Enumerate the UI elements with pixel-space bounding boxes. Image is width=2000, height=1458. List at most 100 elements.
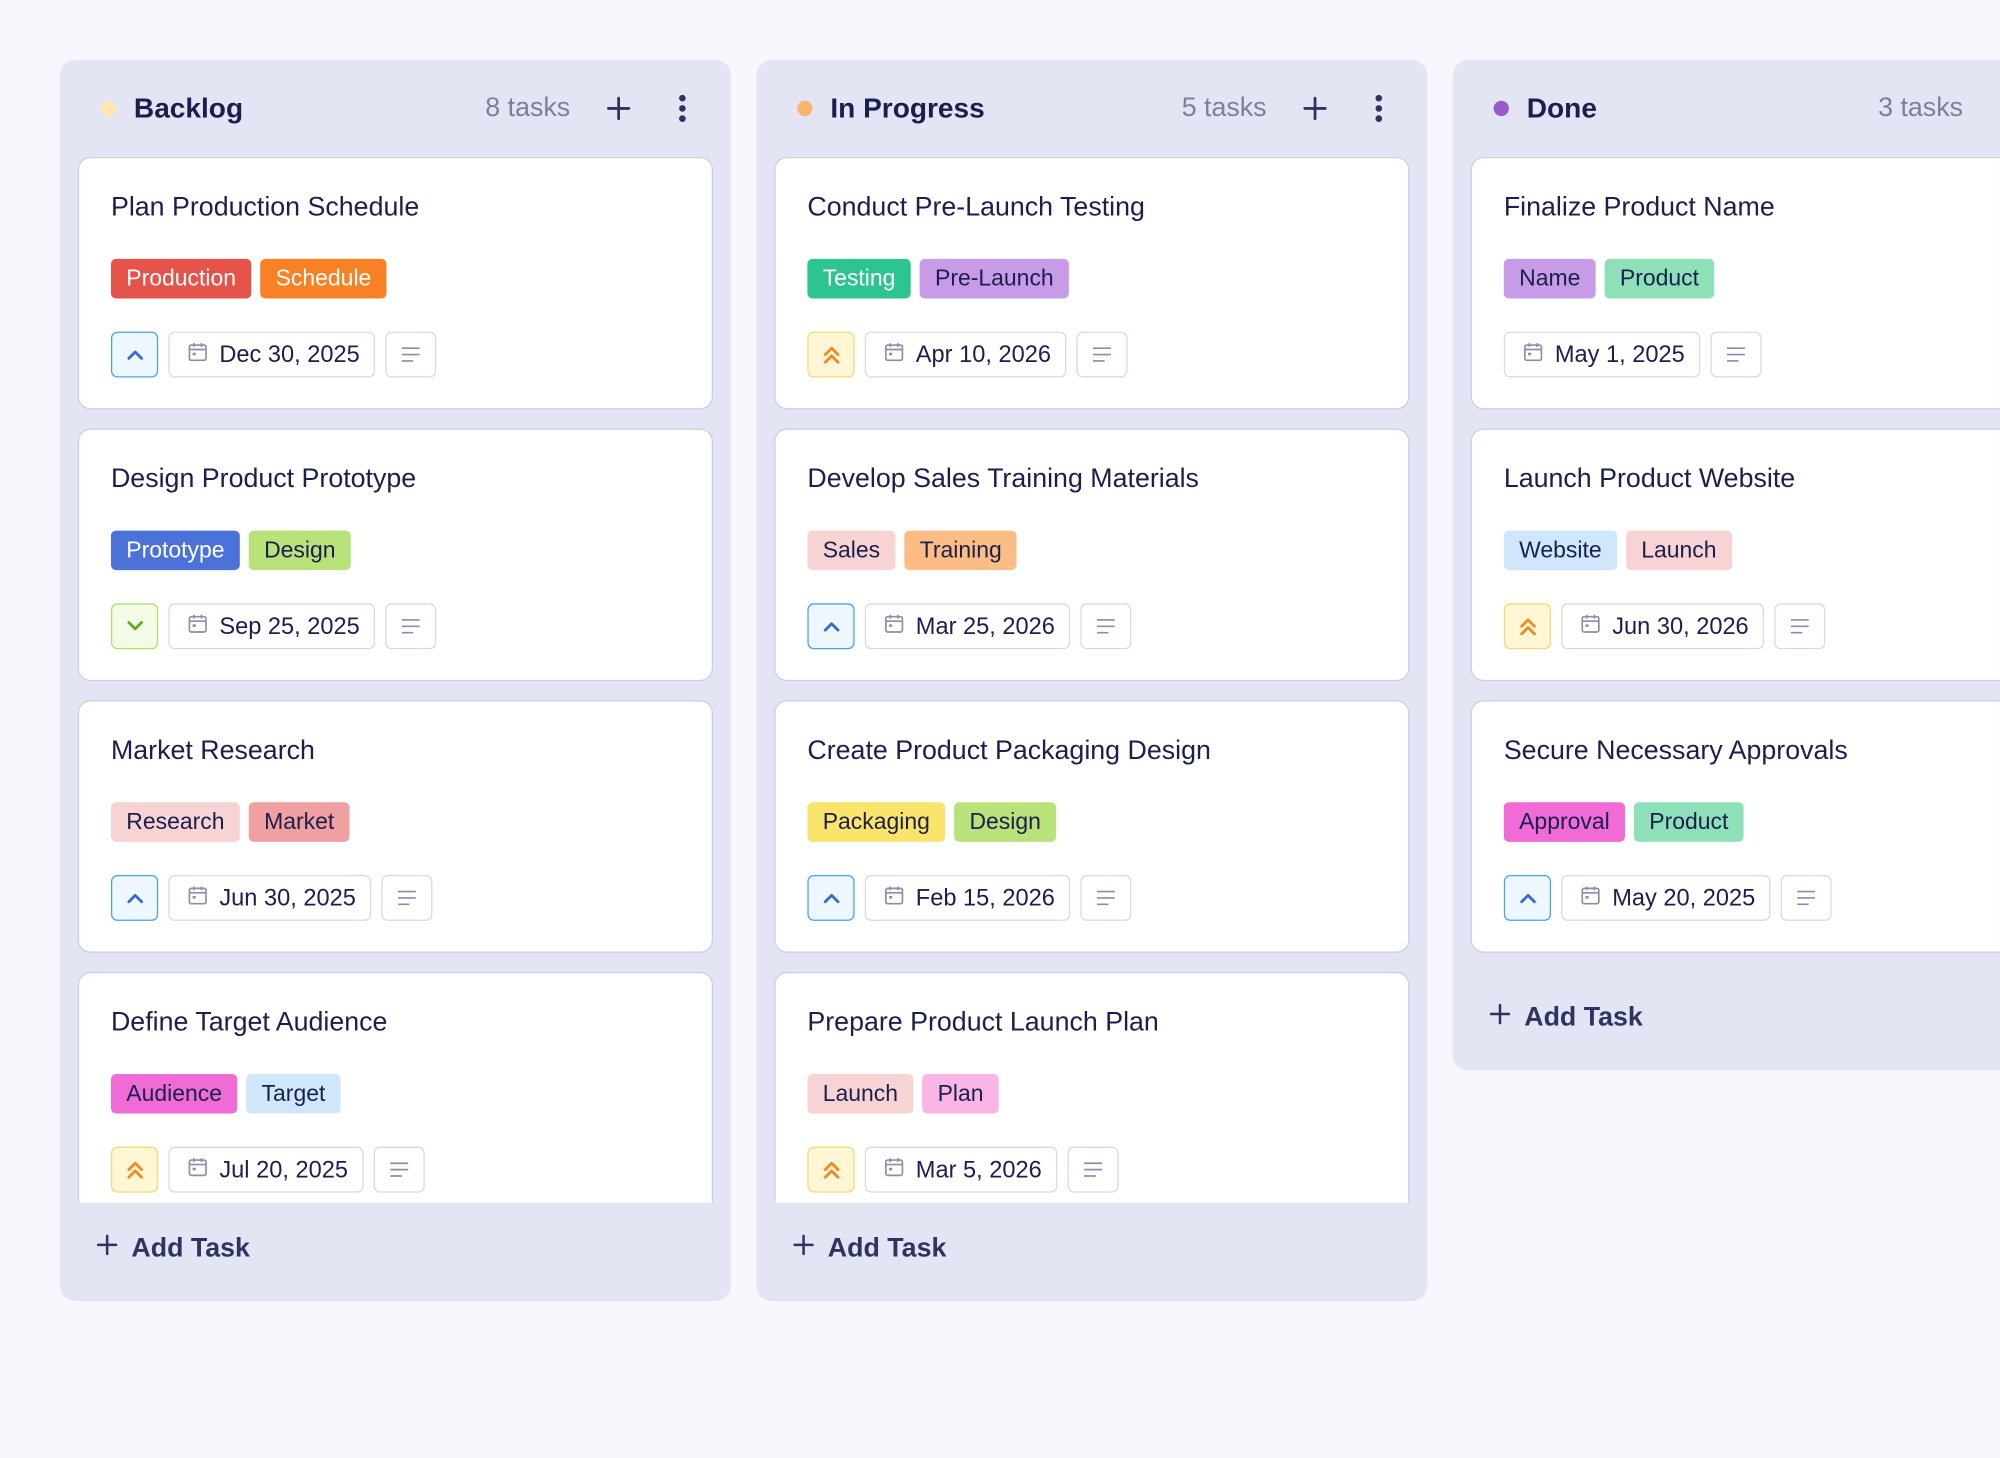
due-date[interactable]: May 1, 2025 (1503, 331, 1701, 378)
notes-button[interactable] (381, 874, 433, 921)
task-title: Plan Production Schedule (110, 192, 420, 222)
priority-badge[interactable] (807, 603, 855, 650)
date-text: Jun 30, 2025 (219, 883, 356, 911)
tag-row: Website Launch (1503, 530, 2000, 571)
priority-badge[interactable] (110, 874, 159, 921)
task-title: Secure Necessary Approvals (1503, 735, 1848, 766)
column-header: Done 3 tasks (1453, 60, 2000, 157)
meta-row: Mar 5, 2026 (807, 1146, 1376, 1193)
priority-badge[interactable] (807, 1146, 855, 1193)
task-card[interactable]: Create Product Packaging Design Packaging… (774, 700, 1410, 953)
calendar-icon (187, 884, 207, 912)
calendar-icon (1580, 612, 1600, 640)
card-list: Conduct Pre-Launch Testing Testing Pre-Lau… (756, 156, 1427, 1203)
tag-row: Launch Plan (807, 1073, 1376, 1114)
tag-row: Research Market (110, 802, 680, 842)
tag: Website (1503, 530, 1617, 571)
due-date[interactable]: Apr 10, 2026 (864, 331, 1067, 378)
add-icon (792, 1233, 815, 1264)
priority-badge[interactable] (807, 874, 855, 921)
add-icon (96, 1233, 119, 1264)
kanban-board: Backlog 8 tasks Plan Production Schedule Pr… (59, 59, 2000, 1302)
priority-badge[interactable] (1503, 874, 1552, 921)
due-date[interactable]: May 20, 2025 (1561, 874, 1771, 921)
priority-badge[interactable] (110, 603, 159, 650)
task-title: Define Target Audience (110, 1007, 388, 1037)
more-menu-button[interactable] (1364, 93, 1395, 124)
task-card[interactable]: Design Product Prototype Prototype Design S… (77, 428, 714, 682)
tag: Market (248, 802, 350, 842)
column-title: Backlog (133, 91, 244, 124)
task-title: Launch Product Website (1503, 464, 1796, 494)
add-icon-button[interactable] (1996, 93, 2000, 124)
status-dot (1493, 100, 1509, 117)
task-title: Prepare Product Launch Plan (807, 1007, 1159, 1037)
priority-badge[interactable] (110, 1146, 159, 1193)
task-card[interactable]: Launch Product Website Website Launch Jun 3… (1470, 428, 2000, 682)
date-text: Mar 5, 2026 (915, 1155, 1042, 1183)
task-card[interactable]: Secure Necessary Approvals Approval Produc… (1470, 700, 2000, 953)
status-dot (797, 100, 813, 117)
tag: Research (110, 802, 240, 842)
add-icon-button[interactable] (1300, 93, 1331, 124)
notes-button[interactable] (1080, 603, 1132, 650)
add-task-button[interactable]: Add Task (756, 1203, 1427, 1301)
task-card[interactable]: Plan Production Schedule Production Schedu… (77, 156, 714, 410)
due-date[interactable]: Jun 30, 2025 (168, 874, 372, 921)
notes-button[interactable] (1710, 331, 1762, 378)
priority-badge[interactable] (1503, 603, 1552, 650)
add-icon-button[interactable] (603, 93, 634, 124)
tag: Launch (1625, 530, 1732, 571)
date-text: Dec 30, 2025 (219, 340, 360, 368)
tag: Pre-Launch (919, 258, 1070, 299)
notes-button[interactable] (385, 331, 437, 378)
task-card[interactable]: Prepare Product Launch Plan Launch Plan Mar… (774, 971, 1410, 1203)
task-title: Conduct Pre-Launch Testing (807, 192, 1145, 222)
tag: Sales (807, 530, 896, 571)
due-date[interactable]: Jun 30, 2026 (1561, 603, 1764, 650)
task-title: Market Research (110, 735, 315, 766)
task-card[interactable]: Conduct Pre-Launch Testing Testing Pre-Lau… (774, 156, 1410, 410)
tag: Audience (110, 1073, 238, 1114)
tag: Prototype (110, 530, 240, 571)
calendar-icon (187, 612, 207, 640)
meta-row: Apr 10, 2026 (807, 331, 1376, 378)
due-date[interactable]: Jul 20, 2025 (168, 1146, 364, 1193)
task-card[interactable]: Finalize Product Name Name Product May 1, 2… (1470, 156, 2000, 410)
calendar-icon (884, 1156, 904, 1184)
notes-button[interactable] (1076, 331, 1128, 378)
add-icon (1489, 1002, 1512, 1033)
due-date[interactable]: Mar 25, 2026 (864, 603, 1071, 650)
date-text: Mar 25, 2026 (915, 612, 1055, 640)
notes-button[interactable] (1067, 1146, 1119, 1193)
priority-badge[interactable] (110, 331, 159, 378)
priority-badge[interactable] (807, 331, 855, 378)
due-date[interactable]: Feb 15, 2026 (864, 874, 1071, 921)
date-text: Jul 20, 2025 (219, 1155, 348, 1183)
tag-row: Audience Target (110, 1073, 680, 1114)
due-date[interactable]: Sep 25, 2025 (168, 603, 376, 650)
more-menu-button[interactable] (667, 93, 698, 124)
calendar-icon (187, 341, 207, 369)
add-task-button[interactable]: Add Task (1453, 972, 2000, 1070)
notes-button[interactable] (385, 603, 437, 650)
add-task-label: Add Task (1524, 1001, 1643, 1032)
add-task-button[interactable]: Add Task (60, 1203, 731, 1301)
notes-button[interactable] (373, 1146, 425, 1193)
task-card[interactable]: Market Research Research Market Jun 30, 202… (77, 700, 714, 953)
due-date[interactable]: Mar 5, 2026 (864, 1146, 1058, 1193)
task-card[interactable]: Define Target Audience Audience Target Jul … (77, 971, 714, 1203)
notes-button[interactable] (1080, 874, 1132, 921)
tag: Product (1604, 258, 1715, 299)
notes-button[interactable] (1774, 603, 1826, 650)
due-date[interactable]: Dec 30, 2025 (168, 331, 376, 378)
notes-button[interactable] (1780, 874, 1832, 921)
add-task-label: Add Task (131, 1232, 250, 1263)
tag: Testing (807, 258, 911, 299)
date-text: Sep 25, 2025 (219, 612, 360, 640)
column: In Progress 5 tasks Conduct Pre-Launch Tes… (756, 59, 1428, 1302)
task-card[interactable]: Develop Sales Training Materials Sales Tra… (774, 428, 1410, 682)
date-text: May 20, 2025 (1612, 883, 1756, 911)
meta-row: Jul 20, 2025 (110, 1146, 680, 1193)
tag: Plan (922, 1073, 999, 1114)
